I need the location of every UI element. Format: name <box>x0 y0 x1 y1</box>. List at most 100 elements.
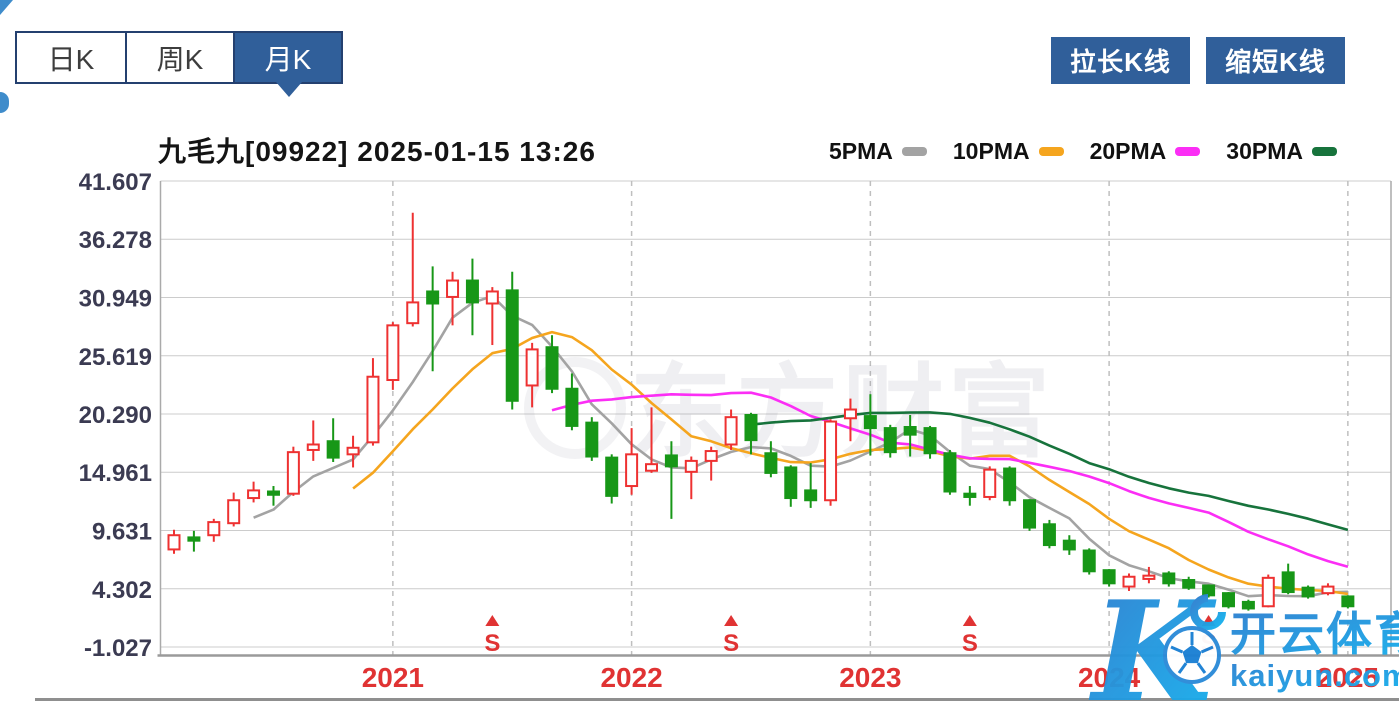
chart-title: 九毛九[09922] 2025-01-15 13:26 <box>158 136 596 167</box>
candle-body-up <box>1261 576 1275 608</box>
candle-body-down <box>804 489 818 502</box>
tab-monthly-k[interactable]: 月K <box>233 33 341 82</box>
clipped-logo-fragment-left <box>0 92 9 113</box>
y-axis-tick-label: 14.961 <box>79 460 152 487</box>
candle-body-up <box>1142 574 1156 580</box>
candle-body-up <box>306 443 320 451</box>
active-tab-pointer-icon <box>276 82 302 110</box>
legend-swatch-orange <box>1038 147 1064 156</box>
candle-body-up <box>843 408 857 420</box>
candle-body-up <box>684 459 698 473</box>
candle-body-down <box>545 346 559 390</box>
candle-body-up <box>446 279 460 298</box>
legend-item-5pma: 5PMA <box>829 138 927 165</box>
kaiyun-site-domain: kaiyun.com <box>1230 658 1399 693</box>
candle-body-up <box>824 420 838 502</box>
soccer-ball-seams <box>1170 632 1214 674</box>
shrink-kline-button[interactable]: 缩短K线 <box>1206 37 1345 84</box>
candle-body-up <box>485 290 499 305</box>
ma-legend: 5PMA 10PMA 20PMA 30PMA <box>829 138 1337 165</box>
candle-body-down <box>923 427 937 455</box>
candle-body-up <box>227 499 241 525</box>
stretch-kline-button[interactable]: 拉长K线 <box>1051 37 1190 84</box>
candle-body-down <box>1221 592 1235 608</box>
legend-item-30pma: 30PMA <box>1226 138 1337 165</box>
tab-weekly-k[interactable]: 周K <box>125 33 233 82</box>
candle-body-down <box>585 421 599 458</box>
candle-body-up <box>247 489 261 500</box>
candle-body-down <box>1301 586 1315 598</box>
candle-body-up <box>625 453 639 488</box>
candle-body-down <box>863 415 877 430</box>
y-axis-tick-label: 9.631 <box>92 519 152 546</box>
candle-body-down <box>465 279 479 304</box>
soccer-ball-pentagon <box>1182 645 1202 664</box>
candle-body-up <box>1321 585 1335 595</box>
event-marker-s-label: S <box>723 630 739 657</box>
candle-body-down <box>1182 579 1196 589</box>
candle-body-down <box>664 454 678 468</box>
candle-body-up <box>724 416 738 446</box>
y-axis-tick-label: 30.949 <box>79 285 152 312</box>
candle-body-down <box>1102 569 1116 585</box>
event-marker-triangle-icon <box>962 615 977 626</box>
legend-label: 10PMA <box>952 138 1030 164</box>
candle-body-down <box>266 490 280 496</box>
candle-body-down <box>744 413 758 442</box>
candle-body-down <box>764 452 778 474</box>
legend-item-20pma: 20PMA <box>1090 138 1201 165</box>
candle-body-down <box>883 427 897 454</box>
candle-body-down <box>1003 467 1017 502</box>
event-marker-triangle-icon <box>485 615 500 626</box>
legend-swatch-green <box>1312 147 1337 156</box>
eastmoney-watermark-icon <box>524 357 626 459</box>
y-axis-tick-label: 36.278 <box>79 227 152 254</box>
candle-body-down <box>505 289 519 402</box>
candle-body-down <box>1082 549 1096 573</box>
candle-body-up <box>366 375 380 444</box>
tab-daily-k[interactable]: 日K <box>17 33 125 82</box>
legend-swatch-magenta <box>1175 147 1201 156</box>
candle-body-down <box>943 452 957 493</box>
candle-body-up <box>286 451 300 495</box>
candle-body-down <box>1023 499 1037 529</box>
candle-body-up <box>386 324 400 382</box>
kaiyun-swirl-icon <box>1190 594 1226 630</box>
ma-line-10pma <box>352 330 1349 596</box>
chart-generated-layer: 41.607 36.278 30.949 25.619 20.290 14.961 9.63… <box>35 169 1399 701</box>
candle-body-down <box>426 290 440 305</box>
x-axis-year-label: 2022 <box>600 662 662 693</box>
candle-body-up <box>207 521 221 537</box>
kaiyun-site-name: 开云体育 <box>1230 608 1399 660</box>
legend-label: 30PMA <box>1226 138 1303 164</box>
candle-body-down <box>784 466 798 500</box>
candle-body-up <box>704 450 718 462</box>
candle-body-down <box>1062 539 1076 551</box>
x-axis-year-label: 2023 <box>839 662 901 693</box>
candle-body-down <box>1241 600 1255 610</box>
y-axis-tick-label: 25.619 <box>79 344 152 371</box>
candle-body-down <box>605 456 619 497</box>
x-axis-year-label: 2025 <box>1317 662 1379 693</box>
candle-body-up <box>167 534 181 551</box>
candle-body-up <box>406 301 420 325</box>
candle-body-down <box>565 387 579 427</box>
legend-swatch-gray <box>901 147 927 156</box>
legend-label: 5PMA <box>828 138 893 164</box>
candle-body-up <box>983 468 997 498</box>
candle-body-down <box>1042 523 1056 547</box>
event-marker-s-label: S <box>962 630 978 657</box>
x-axis-year-label: 2021 <box>362 662 424 693</box>
candle-body-up <box>645 463 659 472</box>
candle-body-down <box>1341 595 1355 608</box>
kline-interval-tabs: 日K 周K 月K <box>15 31 343 84</box>
event-marker-triangle-icon <box>724 615 739 626</box>
candle-body-up <box>525 348 539 387</box>
candle-body-down <box>1162 572 1176 585</box>
y-axis-tick-label: -1.027 <box>84 635 152 662</box>
legend-label: 20PMA <box>1089 138 1167 164</box>
candle-body-down <box>963 492 977 498</box>
y-axis-tick-label: 41.607 <box>79 169 152 196</box>
